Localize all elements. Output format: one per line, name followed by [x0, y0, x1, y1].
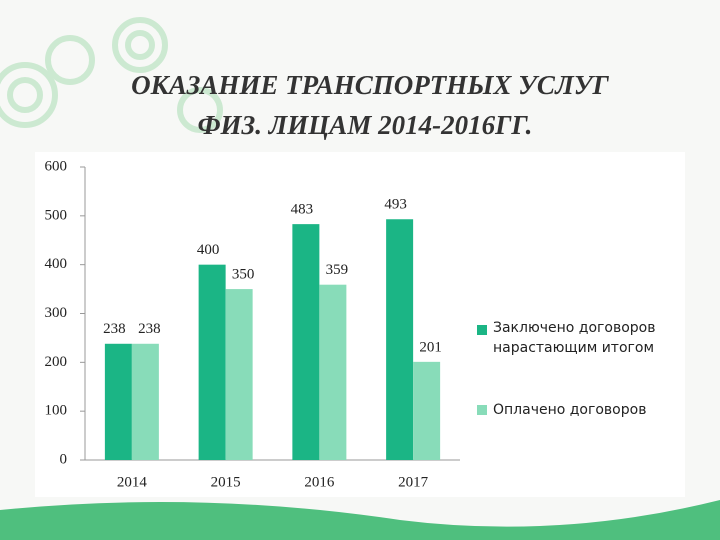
y-tick-label: 0 — [60, 451, 68, 467]
value-label: 400 — [197, 242, 220, 258]
chart-title: ОКАЗАНИЕ ТРАНСПОРТНЫХ УСЛУГ — [131, 70, 609, 100]
bar — [413, 361, 441, 460]
x-tick-label: 2016 — [304, 474, 335, 490]
value-label: 201 — [419, 339, 442, 355]
chart-title: ФИЗ. ЛИЦАМ 2014-2016ГГ. — [198, 110, 533, 140]
bar — [386, 219, 414, 460]
bar — [198, 264, 226, 460]
value-label: 493 — [384, 197, 407, 213]
legend-swatch — [477, 405, 487, 415]
y-tick-label: 600 — [45, 158, 68, 174]
footer-wave — [0, 500, 720, 540]
value-label: 483 — [291, 202, 314, 218]
value-label: 359 — [326, 262, 349, 278]
y-tick-label: 100 — [45, 403, 68, 419]
x-tick-label: 2015 — [211, 474, 241, 490]
value-label: 238 — [103, 321, 126, 337]
legend-label: Заключено договоров нарастающим итогом — [493, 320, 655, 356]
legend-swatch — [477, 325, 487, 335]
bar — [319, 284, 347, 460]
bar — [225, 289, 253, 460]
x-tick-label: 2017 — [398, 474, 429, 490]
bar — [104, 343, 132, 460]
legend-label: Оплачено договоров — [493, 402, 646, 418]
y-tick-label: 400 — [45, 256, 68, 272]
bar — [131, 343, 159, 460]
decoration — [0, 17, 223, 133]
value-label: 238 — [138, 321, 161, 337]
x-tick-label: 2014 — [117, 474, 148, 490]
value-label: 350 — [232, 267, 255, 283]
y-tick-label: 300 — [45, 305, 68, 321]
bar — [292, 224, 320, 460]
y-tick-label: 500 — [45, 207, 68, 223]
y-tick-label: 200 — [45, 354, 68, 370]
